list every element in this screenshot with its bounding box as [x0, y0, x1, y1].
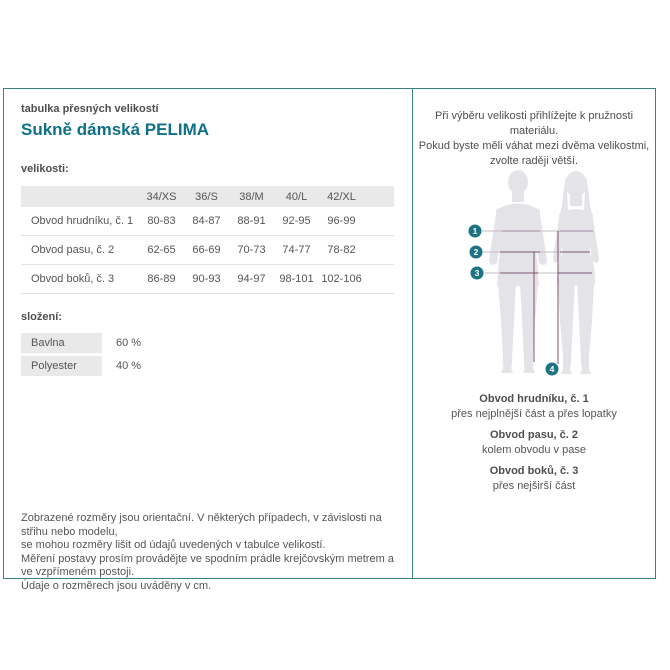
table-row: Obvod pasu, č. 2 62-65 66-69 70-73 74-77…: [21, 235, 394, 265]
size-table-spacer-cell: [364, 264, 394, 294]
sizes-section-label: velikosti:: [21, 163, 69, 175]
waist-hip-length-measurement-lines: [500, 231, 592, 364]
measurement-title: Obvod pasu, č. 2: [489, 429, 579, 441]
male-silhouette-icon: [489, 170, 547, 373]
marker-1-number: 1: [473, 226, 478, 236]
measurement-description: kolem obvodu v pase: [482, 444, 586, 456]
measurement-row-label: Obvod boků, č. 3: [21, 264, 139, 294]
size-value-cell: 94-97: [229, 264, 274, 294]
measurement-title: Obvod hrudníku, č. 1: [479, 393, 589, 405]
size-table-spacer-cell: [364, 186, 394, 207]
material-percent: 60 %: [116, 337, 142, 349]
size-value-cell: 70-73: [229, 235, 274, 265]
size-column-header: 42/XL: [319, 186, 364, 207]
measurement-title: Obvod boků, č. 3: [489, 465, 579, 477]
size-value-cell: 80-83: [139, 207, 184, 236]
body-silhouettes-diagram: 1 2 3 4: [468, 170, 599, 376]
size-value-cell: 74-77: [274, 235, 319, 265]
measurement-row-label: Obvod hrudníku, č. 1: [21, 207, 139, 236]
measurement-description: přes nejplnější část a přes lopatky: [451, 408, 617, 420]
marker-4-number: 4: [550, 364, 555, 374]
size-value-cell: 78-82: [319, 235, 364, 265]
size-table-corner-cell: [21, 186, 139, 207]
size-value-cell: 96-99: [319, 207, 364, 236]
size-chart-left-column: tabulka přesných velikostí Sukně dámská …: [4, 89, 412, 592]
size-value-cell: 90-93: [184, 264, 229, 294]
size-value-cell: 62-65: [139, 235, 184, 265]
material-name: Bavlna: [21, 333, 102, 353]
size-chart-sheet: tabulka přesných velikostí Sukně dámská …: [3, 88, 656, 592]
marker-4: 4: [545, 362, 559, 376]
product-title: Sukně dámská PELIMA: [21, 120, 210, 139]
size-value-cell: 98-101: [274, 264, 319, 294]
size-chart-right-column: Při výběru velikosti přihlížejte k pružn…: [413, 89, 655, 578]
size-table: 34/XS 36/S 38/M 40/L 42/XL Obvod hrudník…: [21, 186, 394, 294]
eyebrow-label: tabulka přesných velikostí: [21, 103, 159, 115]
size-value-cell: 88-91: [229, 207, 274, 236]
size-advice-line: Pokud byste měli váhat mezi dvěma veliko…: [418, 140, 650, 152]
size-value-cell: 102-106: [319, 264, 364, 294]
size-value-cell: 92-95: [274, 207, 319, 236]
footnote-line: Měření postavy prosím provádějte ve spod…: [21, 552, 394, 579]
composition-section-label: složení:: [21, 311, 62, 323]
size-advice-line: Při výběru velikosti přihlížejte k pružn…: [434, 110, 634, 137]
measurement-legend: Obvod hrudníku, č. 1 přes nejplnější čás…: [413, 393, 655, 501]
footnote-line: Zobrazené rozměry jsou orientační. V něk…: [21, 512, 382, 538]
composition-row: Polyester 40 %: [21, 356, 141, 376]
table-row: Obvod hrudníku, č. 1 80-83 84-87 88-91 9…: [21, 207, 394, 236]
size-table-spacer-cell: [364, 235, 394, 265]
size-table-header-row: 34/XS 36/S 38/M 40/L 42/XL: [21, 186, 394, 207]
material-name: Polyester: [21, 356, 102, 376]
column-divider: [412, 89, 413, 578]
measurement-figure: 1 2 3 4: [456, 166, 616, 381]
footnote-line: se mohou rozměry lišit od údajů uvedenýc…: [21, 539, 326, 551]
size-value-cell: 86-89: [139, 264, 184, 294]
marker-2-number: 2: [474, 247, 479, 257]
measurement-row-label: Obvod pasu, č. 2: [21, 235, 139, 265]
size-column-header: 40/L: [274, 186, 319, 207]
composition-row: Bavlna 60 %: [21, 333, 141, 353]
size-column-header: 34/XS: [139, 186, 184, 207]
material-percent: 40 %: [116, 360, 142, 372]
marker-3-number: 3: [475, 268, 480, 278]
size-column-header: 36/S: [184, 186, 229, 207]
size-column-header: 38/M: [229, 186, 274, 207]
marker-2: 2: [469, 245, 483, 259]
size-advice-text: Při výběru velikosti přihlížejte k pružn…: [413, 109, 655, 169]
footnote-line: Údaje o rozměrech jsou uváděny v cm.: [21, 579, 212, 592]
footnote: Zobrazené rozměry jsou orientační. V něk…: [21, 512, 406, 593]
table-row: Obvod boků, č. 3 86-89 90-93 94-97 98-10…: [21, 264, 394, 294]
marker-1: 1: [468, 224, 482, 238]
size-table-spacer-cell: [364, 207, 394, 236]
female-silhouette-icon: [553, 171, 599, 374]
marker-3: 3: [470, 266, 484, 280]
size-advice-line: zvolte raději větší.: [489, 155, 579, 167]
size-value-cell: 84-87: [184, 207, 229, 236]
measurement-description: přes nejširší část: [492, 480, 576, 492]
size-value-cell: 66-69: [184, 235, 229, 265]
